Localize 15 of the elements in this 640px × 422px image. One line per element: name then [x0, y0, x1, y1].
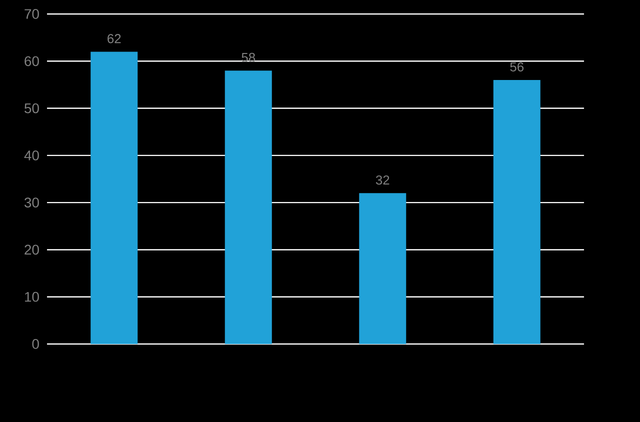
- y-tick-label: 70: [24, 9, 39, 19]
- data-label: 56: [510, 62, 524, 72]
- bar: [359, 193, 406, 344]
- y-tick-label: 0: [32, 339, 39, 349]
- y-tick-label: 30: [24, 198, 39, 208]
- bar: [90, 52, 138, 344]
- bar: [493, 80, 540, 344]
- y-tick-label: 60: [24, 56, 39, 66]
- data-label: 62: [108, 34, 121, 44]
- y-tick-label: 20: [24, 244, 39, 255]
- y-tick-label: 40: [24, 150, 39, 160]
- y-tick-label: 50: [24, 103, 39, 114]
- y-tick-label: 10: [25, 292, 39, 302]
- bar: [224, 70, 272, 344]
- data-label: 32: [376, 175, 390, 185]
